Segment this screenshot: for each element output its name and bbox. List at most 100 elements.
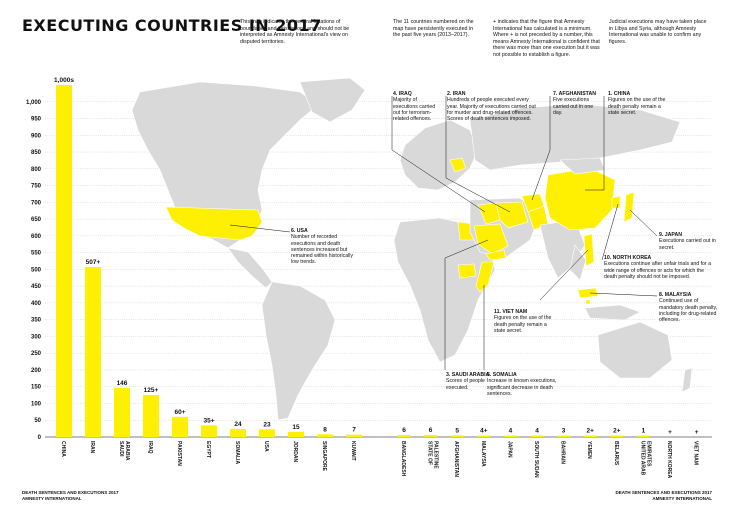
map-saudi-arabia [473,223,509,255]
y-tick-label: 950 [31,117,42,123]
y-tick-label: 50 [34,418,41,424]
map-yemen [485,249,507,261]
annotation-north-korea: 10. NORTH KOREA Executions continue after… [604,255,711,280]
map-japan [623,191,635,223]
bar-value-label: 507+ [86,259,101,266]
category-label: IRAQ [147,441,153,454]
bar [424,434,438,437]
leader-viet-nam [539,249,589,301]
world-map [131,77,693,421]
map-iran [495,201,529,229]
leader-malaysia [589,292,658,297]
category-label: EGYPT [205,441,211,458]
category-label: JAPAN [506,441,512,458]
bar-value-label: 23 [263,421,271,428]
category-label: YEMEN [586,441,592,459]
y-tick-label: 500 [31,267,42,273]
map-north-korea [611,195,621,209]
bar-value-label: 2+ [586,428,594,435]
judicial-executions-note: Judicial executions may have taken place… [609,19,707,45]
map-singapore [585,299,591,305]
bar-value-label: 5 [455,427,459,434]
bar-value-label: 2+ [613,428,621,435]
bar-value-label: 1,000s [54,77,74,84]
category-label: IRAN [89,441,95,454]
map-southeast-asia [569,244,587,281]
category-label: SINGAPORE [321,441,327,472]
bar-value-label: 125+ [144,387,159,394]
category-label: PAKISTAN [176,441,182,466]
map-belarus [449,157,467,173]
bar-value-label: 35+ [203,417,214,424]
bar [56,85,72,437]
bar-value-label: 146 [117,380,128,387]
bar [557,435,571,437]
annotation-iran: 2. IRAN Hundreds of people executed every… [447,91,536,123]
bar-value-label: + [668,429,672,436]
bar [450,435,464,437]
category-label: SOMALIA [234,441,240,464]
bar-value-label: 4 [535,428,539,435]
bar [259,429,275,437]
footer-left: DEATH SENTENCES AND EXECUTIONS 2017 AMNES… [22,490,119,501]
bar [230,428,246,437]
y-tick-label: 300 [31,334,42,340]
bar [288,431,304,437]
map-russia [469,103,681,171]
leader-usa [229,224,291,233]
bar [530,435,544,437]
bar-value-label: 8 [323,426,327,433]
map-usa [165,206,263,241]
leader-saudi-arabia [444,239,489,370]
bar [317,434,333,437]
y-tick-label: 100 [31,401,42,407]
category-label: CHINA [60,441,66,457]
bar-value-label: 6 [402,427,406,434]
bar-value-label: 60+ [174,409,185,416]
leader-north-korea [601,203,619,261]
leader-japan [629,209,658,237]
category-label: AFGHANISTAN [453,441,459,477]
category-label: SOUTH SUDAN [533,441,539,478]
map-central-america [227,247,273,289]
map-south-america [261,281,336,421]
annotation-leader-lines [229,96,658,370]
bar-value-label: 24 [234,421,242,428]
annotation-usa: 6. USA Number of recorded executions and … [291,228,353,266]
category-label: BELARUS [613,441,619,466]
category-label: KUWAIT [350,441,356,461]
annotation-viet-nam: 11. VIET NAM Figures on the use of the de… [494,309,552,334]
bar-value-label: 3 [562,428,566,435]
leader-china [585,96,605,191]
map-australia [597,321,673,379]
category-label: BAHRAIN [560,441,566,464]
category-label: UNITED ARAB [639,441,645,476]
map-indonesia [584,304,641,321]
bar [477,435,491,437]
category-label: MALAYSIA [480,441,486,467]
category-label: ARABIA [124,441,130,461]
category-label: VIET NAM [693,441,699,465]
y-tick-label: 200 [31,368,42,374]
map-china [544,167,616,231]
bar [636,435,650,437]
annotation-afghanistan: 7. AFGHANISTAN Five executions carried ou… [553,91,596,116]
y-tick-label: 400 [31,301,42,307]
bar [201,425,217,437]
bar-value-label: 4 [509,428,513,435]
y-tick-label: 700 [31,200,42,206]
leader-afghanistan [531,96,551,201]
bar-value-label: 1 [642,428,646,435]
category-label: BANGLADESH [400,441,406,477]
y-tick-label: 150 [31,385,42,391]
y-tick-label: 0 [38,435,42,441]
y-tick-label: 900 [31,133,42,139]
y-tick-label: 450 [31,284,42,290]
category-label: EMIRATES [645,441,651,467]
annotation-china: 1. CHINA Figures on the use of the death … [608,91,666,116]
y-tick-label: 250 [31,351,42,357]
y-tick-label: 650 [31,217,42,223]
map-europe [399,119,479,191]
